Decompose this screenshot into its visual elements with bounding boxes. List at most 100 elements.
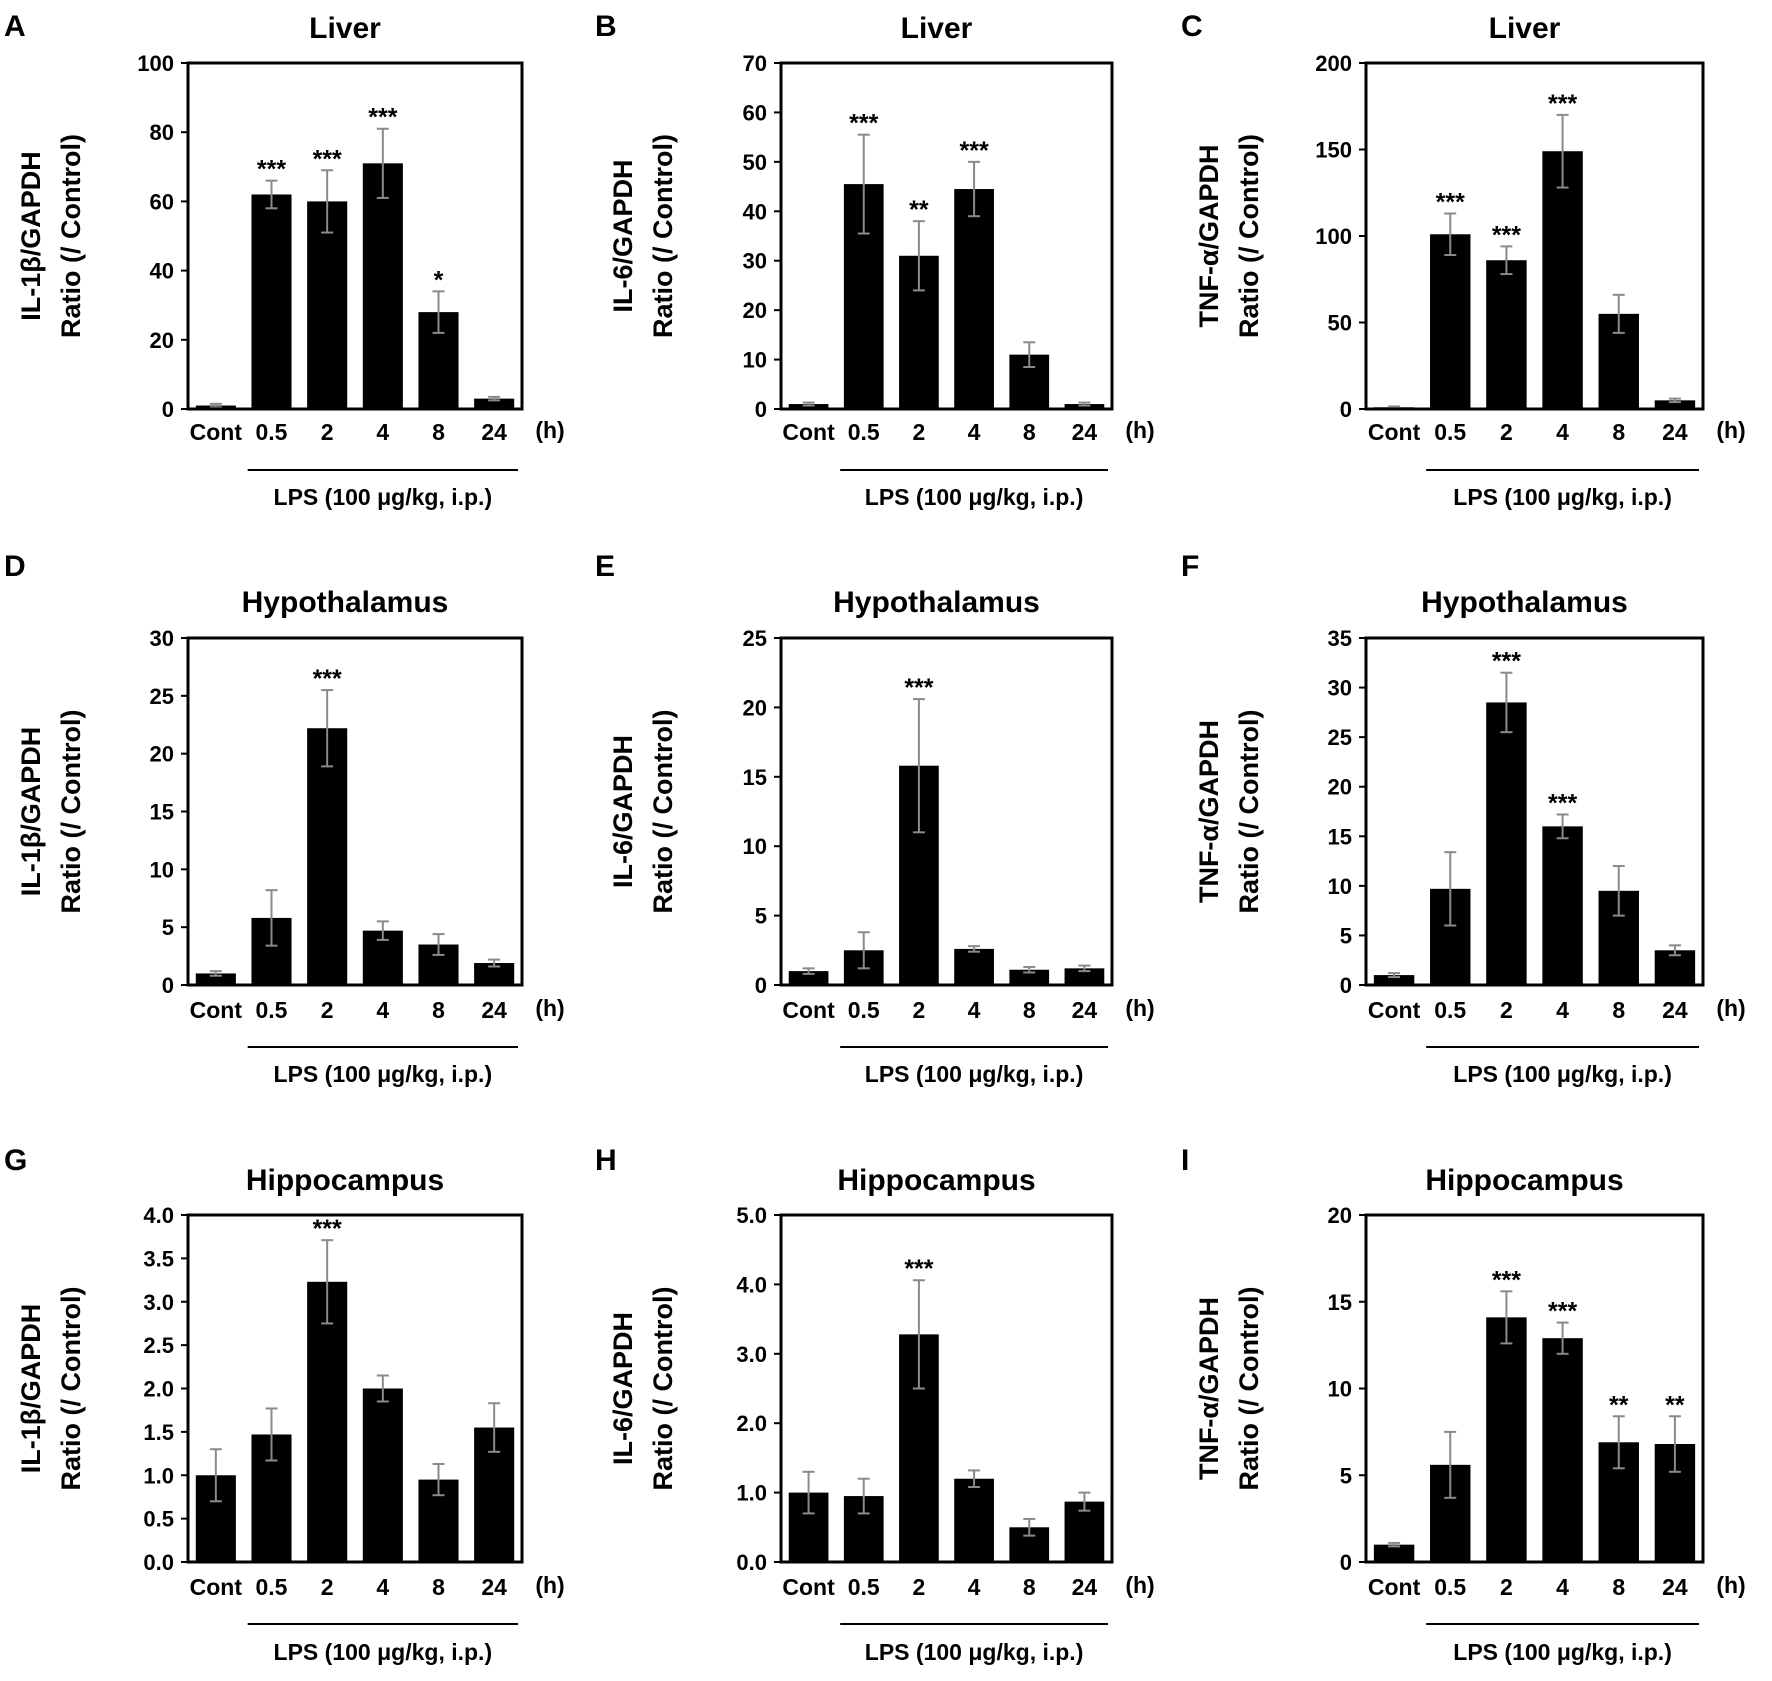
y-tick-label: 30 [150, 626, 174, 651]
y-axis-label: TNF-α/GAPDH [1194, 720, 1224, 903]
x-tick-label: 4 [1556, 1574, 1569, 1600]
x-tick-label: 4 [376, 997, 389, 1023]
x-tick-label: 2 [321, 997, 334, 1023]
y-tick-label: 0 [755, 397, 767, 422]
y-tick-label: 20 [150, 328, 174, 353]
y-tick-label: 3.0 [736, 1342, 767, 1367]
significance-label: *** [257, 156, 286, 184]
x-unit-label: (h) [1125, 995, 1154, 1021]
bar [307, 201, 348, 409]
y-tick-label: 15 [150, 800, 174, 825]
x-unit-label: (h) [535, 417, 564, 443]
chart-title: Hippocampus [246, 1164, 444, 1197]
x-tick-label: 24 [1662, 1574, 1688, 1600]
y-tick-label: 5 [1340, 923, 1352, 948]
x-unit-label: (h) [1125, 417, 1154, 443]
bar [1486, 1317, 1527, 1562]
x-tick-label: 24 [481, 419, 507, 445]
x-tick-label: Cont [782, 1574, 835, 1600]
x-tick-label: 4 [968, 1574, 981, 1600]
bar [1064, 1501, 1105, 1562]
x-tick-label: 4 [968, 419, 981, 445]
y-tick-label: 200 [1315, 51, 1352, 76]
y-tick-label: 0 [755, 973, 767, 998]
x-tick-label: 4 [1556, 419, 1569, 445]
significance-label: *** [1492, 1266, 1521, 1294]
y-tick-label: 25 [150, 684, 174, 709]
y-axis-label: Ratio (/ Control) [56, 710, 86, 914]
significance-label: *** [849, 110, 878, 138]
chart-title: Hippocampus [1425, 1164, 1623, 1197]
y-tick-label: 30 [743, 249, 767, 274]
treatment-label: LPS (100 μg/kg, i.p.) [1453, 1061, 1672, 1087]
chart-panel-h: H Hippocampus IL-6/GAPDH Ratio (/ Control) 0… [595, 1144, 1155, 1665]
panel-letter-d: D [4, 550, 26, 583]
treatment-label: LPS (100 μg/kg, i.p.) [274, 1639, 493, 1665]
bar [362, 163, 403, 409]
y-axis-label: Ratio (/ Control) [648, 134, 678, 338]
plot-frame [779, 636, 1114, 987]
bar [251, 194, 292, 409]
y-tick-label: 20 [743, 695, 767, 720]
y-tick-label: 5 [162, 915, 174, 940]
panel-letter-g: G [4, 1144, 27, 1177]
plot-frame [186, 636, 524, 987]
x-tick-label: 0.5 [256, 419, 288, 445]
y-tick-label: 2.0 [143, 1377, 174, 1402]
y-tick-label: 1.0 [736, 1481, 767, 1506]
y-tick-label: 0.0 [143, 1550, 174, 1575]
x-tick-label: 8 [1023, 1574, 1036, 1600]
treatment-label: LPS (100 μg/kg, i.p.) [1453, 484, 1672, 510]
x-tick-label: 0.5 [848, 1574, 880, 1600]
y-tick-label: 5 [755, 904, 767, 929]
x-tick-label: 4 [968, 997, 981, 1023]
y-axis-label: IL-1β/GAPDH [16, 151, 46, 321]
y-tick-label: 1.0 [143, 1463, 174, 1488]
y-axis-label: Ratio (/ Control) [1234, 134, 1264, 338]
plot-frame [1364, 1213, 1705, 1564]
y-tick-label: 3.5 [143, 1246, 174, 1271]
significance-label: *** [1492, 221, 1521, 249]
chart-panel-e: E Hypothalamus IL-6/GAPDH Ratio (/ Control)… [595, 550, 1155, 1087]
x-tick-label: Cont [1368, 997, 1421, 1023]
y-axis-label: IL-1β/GAPDH [16, 1304, 46, 1474]
chart-panel-f: F Hypothalamus TNF-α/GAPDH Ratio (/ Control… [1181, 550, 1746, 1087]
treatment-label: LPS (100 μg/kg, i.p.) [865, 484, 1084, 510]
x-tick-label: 24 [1072, 419, 1098, 445]
x-tick-label: Cont [190, 1574, 243, 1600]
significance-label: *** [904, 674, 933, 702]
x-tick-label: 2 [1500, 997, 1513, 1023]
bar [1430, 234, 1471, 409]
x-tick-label: 24 [481, 1574, 507, 1600]
x-tick-label: 24 [1662, 997, 1688, 1023]
significance-label: ** [909, 196, 929, 224]
x-tick-label: Cont [1368, 1574, 1421, 1600]
significance-label: *** [313, 145, 342, 173]
chart-title: Hypothalamus [1421, 586, 1628, 619]
y-tick-label: 2.5 [143, 1333, 174, 1358]
y-tick-label: 15 [743, 765, 767, 790]
treatment-label: LPS (100 μg/kg, i.p.) [865, 1061, 1084, 1087]
plot-frame [186, 1213, 524, 1564]
bar [195, 973, 236, 985]
x-tick-label: 2 [913, 1574, 926, 1600]
significance-label: *** [1436, 189, 1465, 217]
x-tick-label: 0.5 [1434, 1574, 1466, 1600]
bar [474, 963, 515, 985]
y-tick-label: 80 [150, 120, 174, 145]
treatment-label: LPS (100 μg/kg, i.p.) [274, 1061, 493, 1087]
chart-panel-i: I Hippocampus TNF-α/GAPDH Ratio (/ Control)… [1181, 1144, 1746, 1665]
bar [474, 398, 515, 409]
x-tick-label: 2 [321, 1574, 334, 1600]
x-tick-label: 0.5 [848, 997, 880, 1023]
y-tick-label: 5 [1340, 1463, 1352, 1488]
x-tick-label: 2 [1500, 1574, 1513, 1600]
panel-letter-h: H [595, 1144, 617, 1177]
y-tick-label: 3.0 [143, 1290, 174, 1315]
y-axis-label: Ratio (/ Control) [648, 710, 678, 914]
panel-letter-f: F [1181, 550, 1199, 583]
x-tick-label: 8 [1612, 997, 1625, 1023]
x-tick-label: 2 [913, 419, 926, 445]
y-tick-label: 30 [1328, 676, 1352, 701]
y-tick-label: 150 [1315, 138, 1352, 163]
